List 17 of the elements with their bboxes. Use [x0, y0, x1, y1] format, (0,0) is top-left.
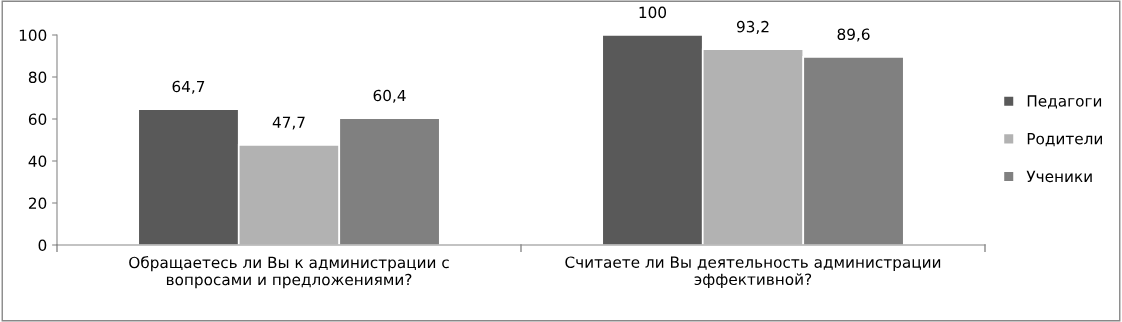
x-tick-label: Считаете ли Вы деятельность администрации эффективной?: [565, 256, 941, 288]
data-label: 64,7: [172, 80, 205, 94]
data-label: 100: [639, 6, 667, 19]
legend-label: Педагоги: [1027, 95, 1102, 109]
y-tick-label: 60: [28, 113, 47, 126]
y-tick-label: 0: [38, 239, 47, 252]
y-tick-label: 80: [28, 71, 47, 84]
y-tick-label: 40: [28, 155, 47, 168]
data-label: 89,6: [837, 28, 870, 42]
y-tick-label: 100: [19, 29, 47, 42]
y-tick-label: 20: [28, 197, 47, 210]
data-label: 47,7: [272, 116, 305, 130]
legend-label: Ученики: [1026, 170, 1092, 183]
data-label: 93,2: [736, 20, 769, 34]
legend-label: Родители: [1027, 133, 1102, 147]
x-tick-label: Обращаетесь ли Вы к администрации с вопросами и предложениями?: [129, 256, 449, 289]
data-label: 60,4: [373, 89, 406, 103]
